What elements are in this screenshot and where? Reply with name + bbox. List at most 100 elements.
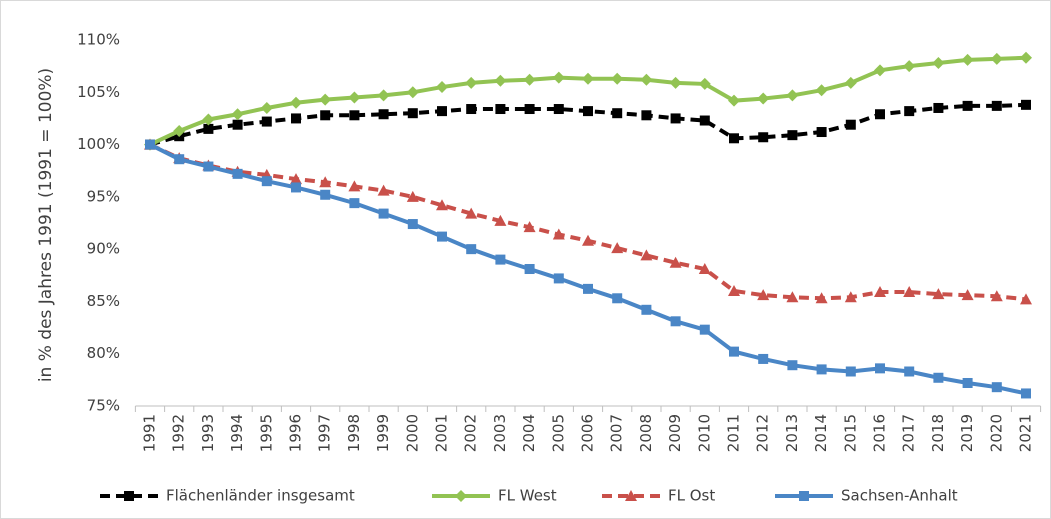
marker [990, 290, 1003, 302]
marker [378, 208, 389, 219]
marker [495, 254, 506, 265]
x-tick-label: 2002 [462, 414, 480, 452]
marker [377, 89, 390, 102]
marker [699, 324, 710, 335]
marker [466, 104, 477, 115]
marker [466, 244, 477, 255]
marker [232, 119, 243, 130]
legend-label: FL Ost [668, 487, 715, 505]
x-tick-label: 2006 [579, 414, 597, 452]
x-tick-label: 2007 [608, 414, 626, 452]
marker [669, 256, 682, 268]
marker [261, 116, 272, 127]
x-tick-label: 1991 [141, 414, 159, 452]
marker [174, 154, 185, 165]
x-tick-label: 2020 [987, 414, 1005, 452]
marker [699, 115, 710, 126]
marker [494, 74, 507, 87]
marker [319, 93, 332, 106]
marker [290, 96, 302, 109]
y-tick-label: 95% [87, 187, 120, 205]
marker [625, 490, 637, 501]
marker [232, 168, 243, 179]
marker [728, 94, 740, 107]
marker [641, 110, 652, 121]
x-tick-label: 2004 [520, 414, 538, 452]
marker [407, 219, 418, 230]
x-tick-label: 2017 [900, 414, 918, 452]
marker [1021, 99, 1031, 110]
x-tick-label: 2000 [403, 414, 421, 452]
marker [494, 214, 507, 226]
x-tick-label: 2018 [929, 414, 947, 452]
marker [961, 289, 974, 301]
marker [874, 64, 886, 77]
marker [612, 108, 623, 119]
marker [640, 249, 653, 261]
y-tick-label: 75% [87, 397, 120, 415]
x-tick-label: 2001 [433, 414, 451, 452]
marker [348, 91, 361, 104]
marker [640, 73, 653, 86]
y-axis-label: in % des Jahres 1991 (1991 = 100%) [36, 68, 56, 382]
marker [729, 346, 739, 357]
x-tick-label: 2009 [666, 414, 684, 452]
marker [582, 72, 594, 85]
marker [799, 491, 809, 501]
x-tick-label: 2014 [812, 414, 830, 452]
marker [553, 104, 564, 115]
marker [465, 76, 478, 89]
marker [961, 53, 974, 66]
marker [641, 304, 652, 315]
marker [173, 124, 186, 137]
legend-label: Sachsen-Anhalt [841, 487, 958, 505]
y-tick-label: 90% [87, 240, 120, 258]
marker [815, 84, 828, 97]
x-tick-label: 1993 [199, 414, 217, 452]
marker [406, 86, 419, 99]
marker [786, 291, 799, 303]
marker [378, 109, 389, 120]
marker [437, 231, 447, 242]
x-tick-label: 2003 [491, 414, 509, 452]
marker [407, 108, 418, 119]
marker [816, 364, 827, 375]
marker [728, 284, 740, 296]
marker [933, 372, 944, 383]
marker [903, 286, 916, 298]
marker [875, 109, 885, 120]
x-tick-label: 2013 [783, 414, 801, 452]
marker [436, 199, 448, 211]
marker [124, 491, 134, 501]
marker [611, 242, 624, 254]
x-tick-label: 2010 [695, 414, 713, 452]
marker [291, 182, 301, 193]
marker [552, 71, 565, 84]
marker [319, 176, 332, 188]
marker [320, 110, 331, 121]
y-tick-label: 110% [77, 31, 120, 49]
marker [757, 289, 770, 301]
marker [583, 106, 593, 117]
x-tick-label: 1994 [228, 414, 246, 452]
marker [669, 76, 682, 89]
x-tick-label: 1992 [170, 414, 188, 452]
x-tick-label: 1999 [374, 414, 392, 452]
marker [962, 100, 973, 111]
x-tick-label: 1996 [287, 414, 305, 452]
marker [553, 273, 564, 284]
marker [406, 190, 419, 202]
marker [670, 113, 681, 124]
marker [377, 184, 390, 196]
marker [320, 189, 331, 200]
marker [845, 366, 856, 377]
marker [349, 198, 360, 209]
y-tick-label: 105% [77, 83, 120, 101]
marker [495, 104, 506, 115]
marker [757, 92, 770, 105]
marker [758, 353, 769, 364]
marker [991, 100, 1002, 111]
marker [698, 263, 711, 275]
